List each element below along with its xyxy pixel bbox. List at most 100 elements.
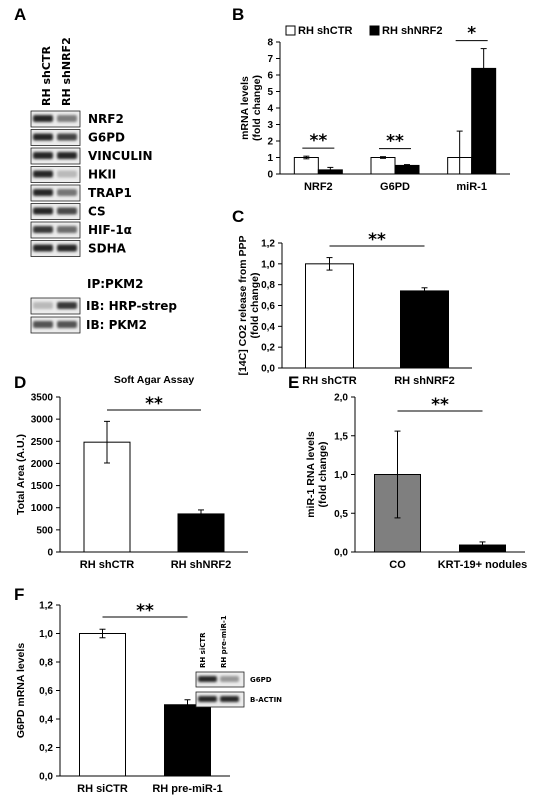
- x-category-label-rh-sictr: RH siCTR: [77, 783, 128, 795]
- blot-label-trap1: TRAP1: [88, 186, 132, 200]
- x-category-label-g6pd: G6PD: [380, 181, 410, 193]
- y-tick-label: 0,0: [261, 364, 275, 375]
- panel-e-mir1-chart: 0,0 0,5 1,0 1,5 2,0 miR-1 RNA levels (fold cha…: [305, 393, 527, 572]
- y-tick-label: 0: [267, 170, 273, 181]
- panel-d-soft-agar-chart: 0 500 1000 1500 2000 2500 3000 3500 Total Area (…: [15, 374, 248, 571]
- y-tick-label: 4: [267, 104, 273, 115]
- panel-label-c: C: [232, 207, 244, 226]
- y-tick-label: 0,0: [334, 548, 348, 559]
- x-category-label-rh-shnrf2: RH shNRF2: [171, 559, 232, 571]
- blot-label-sdha: SDHA: [88, 242, 127, 256]
- blot-band-nrf2-lane-2: [57, 115, 77, 122]
- blot-band-trap1-lane-2: [57, 189, 77, 196]
- y-tick-label: 0,8: [39, 658, 53, 669]
- panel-b-mrna-chart: 0 1 2 3 4 5 6 7 8 mRNA levels (fold change) NRF2 G6P…: [239, 24, 510, 193]
- blot-band-nrf2-lane-1: [33, 115, 53, 122]
- blot-label-hkii: HKII: [88, 168, 116, 182]
- y-tick-label: 0,6: [261, 301, 275, 312]
- ib-label-1: IB: HRP-strep: [86, 299, 177, 313]
- blot-band-vinculin-lane-2: [57, 152, 77, 159]
- y-tick-label: 2000: [31, 459, 54, 470]
- y-axis-label-line-2: (fold change): [249, 273, 261, 339]
- inset-lane-label-rh-pre-mir-1: RH pre-miR-1: [220, 615, 228, 668]
- y-tick-label: 0,4: [39, 715, 53, 726]
- inset-band-b-actin-lane-1: [198, 696, 217, 702]
- panel-label-b: B: [232, 5, 244, 24]
- blot-label-g6pd: G6PD: [88, 131, 125, 145]
- panel-label-f: F: [14, 585, 24, 604]
- y-tick-label: 1,2: [39, 601, 53, 612]
- x-category-label-krt-19-nodules: KRT-19+ nodules: [438, 559, 528, 571]
- panel-label-e: E: [288, 373, 299, 392]
- blot-label-vinculin: VINCULIN: [88, 149, 153, 163]
- bar-rh-shctr: [83, 441, 131, 553]
- x-category-label-rh-shctr: RH shCTR: [302, 375, 356, 387]
- y-tick-label: 7: [267, 54, 273, 65]
- inset-band-g6pd-lane-2: [220, 676, 239, 682]
- bar-rh-shnrf2: [177, 513, 225, 553]
- significance-marker: **: [136, 601, 154, 621]
- y-tick-label: 2: [267, 137, 273, 148]
- y-axis-label-line-1: mRNA levels: [239, 76, 251, 140]
- y-tick-label: 0,5: [334, 509, 348, 520]
- inset-band-b-actin-lane-2: [220, 696, 239, 702]
- bar-g6pd-rh-shctr: [370, 157, 396, 175]
- bar-rh-sictr: [79, 633, 126, 777]
- y-tick-label: 2500: [31, 437, 54, 448]
- inset-band-g6pd-lane-1: [198, 676, 217, 682]
- inset-blot-label-g6pd: G6PD: [250, 676, 272, 684]
- y-tick-label: 3500: [31, 393, 54, 404]
- x-category-label-mir-1: miR-1: [456, 181, 487, 193]
- x-category-label-rh-pre-mir-1: RH pre-miR-1: [152, 783, 222, 795]
- x-category-label-co: CO: [389, 559, 406, 571]
- panel-c-co2-chart: 0,0 0,2 0,4 0,6 0,8 1,0 1,2 [14C] CO2 release f…: [237, 230, 472, 387]
- y-axis-label-line-2: (fold change): [251, 75, 263, 141]
- y-tick-label: 0,0: [39, 772, 53, 783]
- panel-label-a: A: [14, 5, 26, 24]
- ib-band-2-lane-1: [33, 321, 53, 328]
- blot-band-trap1-lane-1: [33, 189, 53, 196]
- significance-marker: **: [145, 394, 163, 414]
- inset-blot-label-b-actin: B-ACTIN: [250, 696, 282, 704]
- y-tick-label: 1,2: [261, 239, 275, 250]
- x-category-label-rh-shctr: RH shCTR: [80, 559, 134, 571]
- blot-band-cs-lane-2: [57, 207, 77, 215]
- bar-rh-shctr: [305, 263, 354, 369]
- blot-label-cs: CS: [88, 205, 106, 219]
- blot-band-hif-1-lane-2: [57, 226, 77, 233]
- blot-band-sdha-lane-1: [33, 244, 53, 252]
- y-tick-label: 0,4: [261, 322, 275, 333]
- blot-label-hif-1: HIF-1α: [88, 223, 132, 237]
- blot-band-vinculin-lane-1: [33, 152, 53, 159]
- y-axis-label-line-1: Total Area (A.U.): [15, 434, 27, 515]
- blot-band-sdha-lane-2: [57, 244, 77, 252]
- y-tick-label: 0,2: [261, 343, 275, 354]
- y-tick-label: 5: [267, 87, 273, 98]
- y-axis-label-line-1: [14C] CO2 release from PPP: [237, 235, 249, 375]
- panel-f-inset-blot: RH siCTR RH pre-miR-1 G6PD B-ACTIN: [195, 615, 282, 708]
- y-tick-label: 1,0: [261, 259, 275, 270]
- legend-swatch-rh-shnrf2: [369, 25, 380, 36]
- lane-label-shctr: RH shCTR: [40, 46, 53, 106]
- ib-band-1-lane-2: [57, 302, 77, 309]
- significance-marker: **: [386, 132, 404, 152]
- y-axis-label-line-1: G6PD mRNA levels: [15, 643, 27, 738]
- x-category-label-nrf2: NRF2: [304, 181, 333, 193]
- ib-band-1-lane-1: [33, 302, 53, 309]
- y-tick-label: 2,0: [334, 393, 348, 404]
- y-tick-label: 0,8: [261, 280, 275, 291]
- ip-label: IP:PKM2: [87, 277, 143, 291]
- blot-band-hkii-lane-2: [57, 170, 77, 178]
- panel-a-western-blot: RH shCTR RH shNRF2 NRF2 G6PD VINCULIN HKII T…: [30, 37, 177, 334]
- y-axis-label-line-2: (fold change): [317, 442, 329, 508]
- x-category-label-rh-shnrf2: RH shNRF2: [394, 375, 455, 387]
- y-tick-label: 3000: [31, 415, 54, 426]
- panel-label-d: D: [14, 373, 26, 392]
- ib-label-2: IB: PKM2: [86, 318, 147, 332]
- blot-band-g6pd-lane-2: [57, 133, 77, 141]
- chart-title: Soft Agar Assay: [114, 374, 194, 386]
- significance-marker: *: [467, 24, 476, 44]
- y-tick-label: 1,5: [334, 431, 348, 442]
- panel-f-g6pd-chart: 0,0 0,2 0,4 0,6 0,8 1,0 1,2 G6PD mRNA levels RH …: [15, 601, 230, 795]
